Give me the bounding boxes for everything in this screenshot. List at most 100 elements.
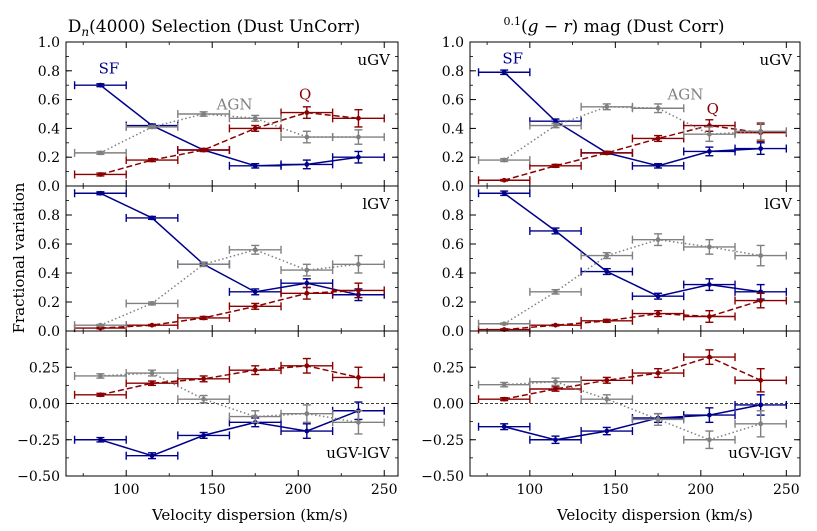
data-point: [706, 244, 712, 250]
data-point: [98, 392, 103, 398]
data-point: [304, 280, 310, 286]
series-annotation-agn: AGN: [666, 86, 703, 104]
y-tick-label: 0.4: [442, 121, 464, 137]
series-agn: [477, 233, 788, 328]
panel-label: lGV: [764, 195, 793, 213]
data-point: [706, 282, 712, 287]
panel-label: uGV-lGV: [326, 444, 391, 462]
data-point: [252, 414, 258, 419]
data-point: [655, 237, 661, 243]
data-point: [655, 293, 661, 299]
panel-label: uGV: [760, 51, 794, 69]
series-q: [477, 292, 788, 334]
x-tick-label: 100: [113, 482, 140, 498]
series-line-sf: [100, 410, 359, 457]
y-tick-label: 0.2: [442, 150, 464, 166]
panel-lgv: 0.0 0.2 0.4 0.6 0.8 lGV: [38, 185, 399, 340]
data-point: [149, 215, 155, 221]
data-point: [501, 382, 507, 388]
data-point: [553, 289, 558, 295]
series-annotation-agn: AGN: [216, 96, 253, 114]
series-annotation-sf: SF: [502, 50, 523, 68]
x-tick-label: 250: [371, 482, 398, 498]
data-point: [655, 417, 661, 422]
data-point: [604, 253, 610, 258]
data-point: [304, 110, 310, 115]
series-line-sf: [504, 404, 761, 441]
data-point: [655, 136, 661, 141]
y-tick-label: 0.0: [442, 179, 464, 195]
y-tick-label: 0.4: [442, 266, 464, 282]
data-point: [98, 172, 103, 177]
y-tick-label: 1.0: [38, 35, 60, 51]
data-point: [758, 421, 764, 427]
series-annotation-sf: SF: [99, 60, 120, 78]
y-tick-label: 0.00: [29, 397, 60, 413]
x-axis-label-right: Velocity dispersion (km/s): [556, 506, 753, 524]
data-point: [706, 149, 712, 154]
y-tick-label: 0.8: [38, 208, 60, 224]
series-line-sf: [99, 84, 359, 167]
y-tick-label: 0.8: [442, 64, 464, 80]
y-tick-label: 0.6: [38, 237, 60, 253]
data-point: [655, 311, 661, 316]
data-point: [604, 318, 610, 324]
data-point: [149, 301, 155, 306]
series-line-agn: [503, 238, 761, 325]
series-annotation-q: Q: [707, 100, 719, 118]
panel-lgv: 0.0 0.2 0.4 0.6 0.8 lGV: [442, 185, 801, 340]
y-tick-label: 0.8: [442, 208, 464, 224]
y-tick-label: 0.25: [433, 360, 464, 376]
y-tick-label: 0.2: [38, 295, 60, 311]
data-point: [304, 428, 310, 434]
data-point: [356, 115, 361, 121]
data-point: [553, 228, 558, 234]
data-point: [501, 190, 507, 196]
data-point: [553, 379, 558, 385]
panel-frame: [469, 185, 801, 332]
y-tick-label: 0.4: [38, 121, 60, 137]
series-agn: [73, 110, 385, 157]
y-tick-label: 0.0: [38, 324, 60, 340]
data-point: [604, 150, 610, 156]
data-point: [304, 290, 310, 296]
data-point: [252, 163, 258, 169]
data-point: [758, 402, 764, 408]
data-point: [356, 154, 361, 160]
data-point: [604, 428, 610, 434]
data-point: [98, 82, 103, 88]
data-point: [758, 298, 764, 303]
data-point: [553, 322, 558, 328]
data-point: [356, 375, 361, 380]
panel-ugv-lgv: −0.50 −0.25 0.00 0.25 uGV-lGV 100 150 200 250: [421, 330, 801, 498]
y-axis-label: Fractional variation: [10, 182, 28, 333]
data-point: [706, 354, 712, 360]
series-sf: [477, 189, 788, 301]
x-tick-label: 150: [602, 482, 629, 498]
data-point: [501, 396, 507, 402]
series-annotation-q: Q: [299, 86, 311, 104]
data-point: [252, 367, 258, 373]
y-tick-label: 0.0: [442, 324, 464, 340]
data-point: [655, 370, 661, 376]
data-point: [553, 163, 558, 169]
data-point: [304, 134, 310, 140]
series-agn: [73, 244, 385, 330]
data-point: [553, 118, 558, 124]
series-line-agn: [504, 381, 761, 441]
panel-label: uGV-lGV: [728, 444, 793, 462]
data-point: [201, 261, 207, 267]
y-tick-label: 0.6: [442, 93, 464, 109]
data-point: [98, 322, 103, 328]
series-agn: [477, 377, 788, 450]
series-q: [477, 119, 788, 185]
data-point: [356, 261, 361, 267]
y-tick-label: 0.2: [442, 295, 464, 311]
data-point: [201, 315, 207, 321]
data-point: [553, 123, 558, 128]
y-tick-label: 0.6: [38, 93, 60, 109]
data-point: [252, 289, 258, 295]
